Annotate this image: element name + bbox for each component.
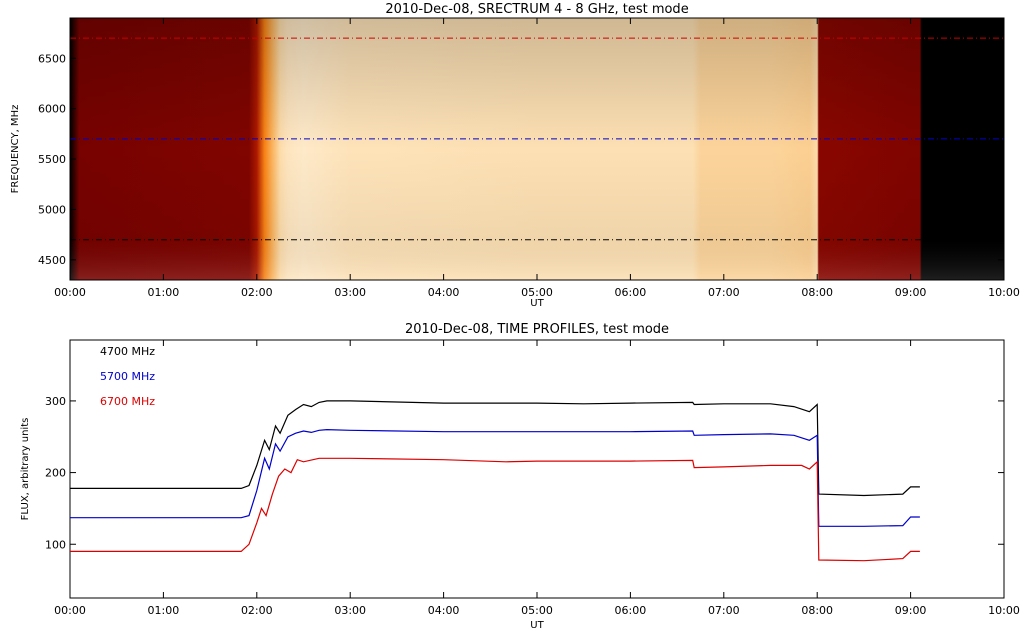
spectrum-x-tick-label: 05:00 bbox=[521, 286, 553, 299]
spectrum-x-tick-label: 02:00 bbox=[241, 286, 273, 299]
profiles-y-tick-label: 100 bbox=[45, 538, 66, 551]
spectrum-x-label: UT bbox=[530, 298, 544, 309]
legend-entry-1: 4700 MHz bbox=[100, 345, 155, 358]
profiles-x-tick-label: 03:00 bbox=[334, 604, 366, 617]
profiles-x-tick-label: 07:00 bbox=[708, 604, 740, 617]
series-line-2 bbox=[70, 428, 920, 527]
spectrum-ticks: 00:00 01:00 02:00 03:00 04:00 05:00 06:00 07:00… bbox=[38, 18, 1020, 299]
spectrum-x-tick-label: 06:00 bbox=[615, 286, 647, 299]
profiles-y-tick-label: 200 bbox=[45, 467, 66, 480]
spectrum-shading bbox=[70, 18, 1004, 280]
profiles-y-label: FLUX, arbitrary units bbox=[20, 418, 31, 521]
legend-entry-2: 5700 MHz bbox=[100, 370, 155, 383]
profiles-x-tick-label: 01:00 bbox=[148, 604, 180, 617]
profiles-title: 2010-Dec-08, TIME PROFILES, test mode bbox=[405, 322, 669, 337]
profiles-frame bbox=[69, 339, 1005, 599]
profiles-y-tick-label: 300 bbox=[45, 395, 66, 408]
legend-entry-3: 6700 MHz bbox=[100, 395, 155, 408]
spectrum-x-tick-label: 00:00 bbox=[54, 286, 86, 299]
profiles-ticks: 00:00 01:00 02:00 03:00 04:00 05:00 06:00 07:00… bbox=[45, 340, 1020, 617]
profile-series bbox=[70, 400, 920, 562]
spectrum-x-tick-label: 01:00 bbox=[148, 286, 180, 299]
spectrum-x-tick-label: 04:00 bbox=[428, 286, 460, 299]
profiles-x-tick-label: 04:00 bbox=[428, 604, 460, 617]
spectrum-y-tick-label: 6500 bbox=[38, 52, 66, 65]
spectrum-y-tick-label: 4500 bbox=[38, 254, 66, 267]
spectrum-x-tick-label: 10:00 bbox=[988, 286, 1020, 299]
series-line-1 bbox=[70, 400, 920, 497]
spectrum-y-tick-label: 5500 bbox=[38, 153, 66, 166]
profiles-x-tick-label: 06:00 bbox=[615, 604, 647, 617]
profiles-x-label: UT bbox=[530, 620, 544, 631]
spectrum-y-label: FREQUENCY, MHz bbox=[10, 105, 21, 194]
profiles-x-tick-label: 00:00 bbox=[54, 604, 86, 617]
legend: 4700 MHz 5700 MHz 6700 MHz bbox=[100, 345, 155, 408]
spectrum-x-tick-label: 09:00 bbox=[895, 286, 927, 299]
profiles-x-tick-label: 05:00 bbox=[521, 604, 553, 617]
spectrum-x-tick-label: 03:00 bbox=[334, 286, 366, 299]
profiles-x-tick-label: 10:00 bbox=[988, 604, 1020, 617]
spectrum-y-tick-label: 5000 bbox=[38, 203, 66, 216]
spectrum-x-tick-label: 07:00 bbox=[708, 286, 740, 299]
spectrum-y-tick-label: 6000 bbox=[38, 103, 66, 116]
profiles-x-tick-label: 08:00 bbox=[801, 604, 833, 617]
spectrum-title: 2010-Dec-08, SRECTRUM 4 - 8 GHz, test mo… bbox=[385, 2, 688, 17]
spectrum-panel: 2010-Dec-08, SRECTRUM 4 - 8 GHz, test mo… bbox=[10, 2, 1020, 309]
series-line-3 bbox=[70, 457, 920, 562]
spectrum-x-tick-label: 08:00 bbox=[801, 286, 833, 299]
profiles-x-tick-label: 09:00 bbox=[895, 604, 927, 617]
profiles-x-tick-label: 02:00 bbox=[241, 604, 273, 617]
profiles-panel: 2010-Dec-08, TIME PROFILES, test mode 00… bbox=[20, 322, 1020, 631]
